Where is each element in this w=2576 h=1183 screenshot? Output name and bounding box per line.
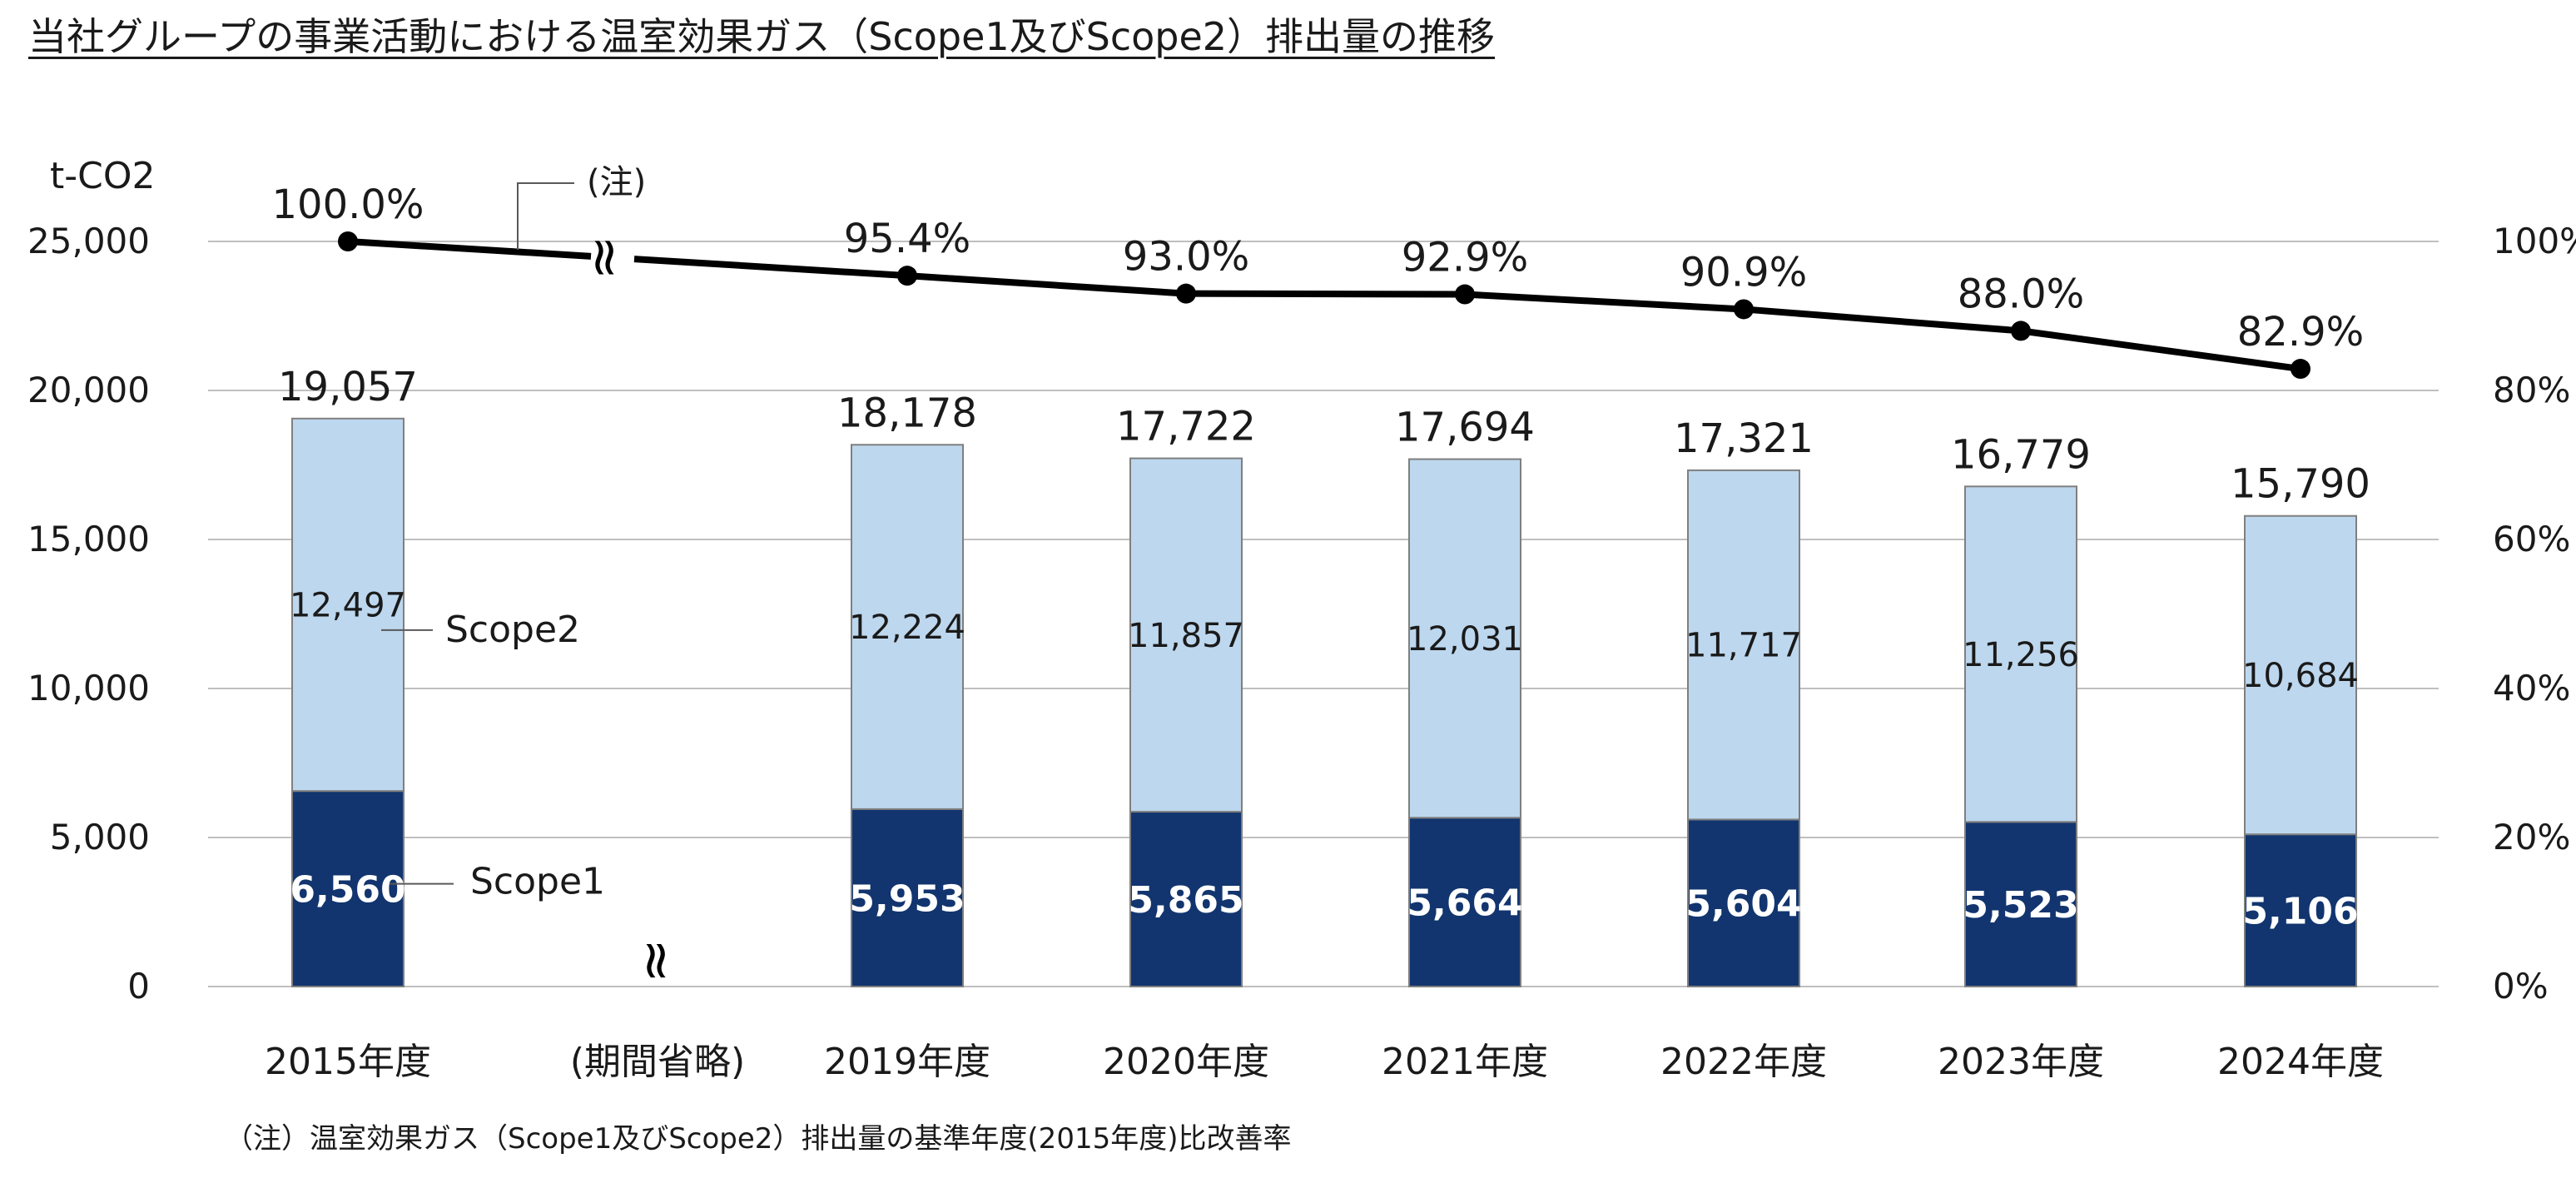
y-tick-label: 5,000: [50, 817, 150, 857]
bar-scope2: [1687, 469, 1800, 821]
bar-scope2: [851, 444, 964, 810]
bar-scope2: [1964, 485, 2077, 823]
y2-tick-label: 20%: [2493, 817, 2570, 857]
ratio-value-label: 92.9%: [1402, 235, 1528, 281]
bar-scope2: [291, 417, 405, 793]
ratio-value-label: 93.0%: [1123, 234, 1249, 281]
scope1-value-label: 5,604: [1685, 883, 1801, 926]
bar-scope1: [291, 790, 405, 987]
y-tick-label: 0: [127, 966, 150, 1007]
ratio-marker: [1734, 299, 1754, 320]
note-leader: [517, 182, 574, 250]
x-tick-label: (期間省略): [570, 1041, 745, 1083]
ratio-marker: [338, 231, 358, 251]
x-tick-label: 2023年度: [1938, 1041, 2104, 1083]
x-tick-label: 2024年度: [2217, 1041, 2384, 1083]
ratio-marker: [897, 266, 917, 286]
x-tick-label: 2019年度: [824, 1041, 990, 1083]
ratio-line-segment: [906, 272, 1187, 297]
y-tick-label: 10,000: [27, 668, 150, 708]
scope2-value-label: 11,717: [1685, 627, 1802, 665]
bar-scope1: [1687, 818, 1800, 987]
ratio-value-label: 90.9%: [1680, 249, 1807, 296]
y2-tick-label: 100%: [2493, 221, 2576, 261]
scope1-value-label: 5,953: [849, 877, 965, 920]
scope1-value-label: 5,865: [1128, 879, 1243, 922]
ratio-value-label: 88.0%: [1958, 271, 2084, 317]
ratio-value-label: 100.0%: [271, 181, 424, 228]
axis-break-symbol: ≈: [626, 938, 687, 983]
bar-scope2: [1408, 458, 1521, 819]
legend-scope1: Scope1: [470, 861, 605, 903]
scope2-value-label: 11,857: [1128, 617, 1244, 655]
scope1-value-label: 5,106: [2242, 891, 2358, 933]
ratio-line-segment: [1743, 306, 2022, 335]
x-tick-label: 2021年度: [1382, 1041, 1548, 1083]
scope1-value-label: 5,523: [1963, 884, 2078, 927]
scope2-value-label: 10,684: [2242, 657, 2359, 695]
ratio-line-segment: [2020, 327, 2301, 373]
x-tick-label: 2022年度: [1660, 1041, 1827, 1083]
ratio-value-label: 95.4%: [844, 216, 970, 262]
ratio-line-segment: [633, 256, 908, 280]
ratio-marker: [2011, 321, 2031, 341]
bar-scope1: [2244, 833, 2357, 987]
total-value-label: 15,790: [2231, 461, 2370, 508]
line-note-label: (注): [587, 163, 646, 201]
x-tick-label: 2020年度: [1103, 1041, 1269, 1083]
axis-break-symbol: ≈: [574, 236, 636, 281]
chart-title: 当社グループの事業活動における温室効果ガス（Scope1及びScope2）排出量…: [28, 14, 1496, 59]
ratio-line-segment: [347, 238, 592, 260]
total-value-label: 18,178: [837, 390, 977, 436]
scope2-value-label: 12,497: [290, 586, 406, 624]
bar-scope2: [2244, 514, 2357, 836]
total-value-label: 17,722: [1116, 404, 1256, 450]
total-value-label: 17,694: [1395, 405, 1535, 451]
scope2-value-label: 12,224: [849, 609, 965, 647]
y-tick-label: 20,000: [27, 370, 150, 410]
ratio-marker: [1176, 283, 1196, 304]
bar-scope2: [1129, 457, 1243, 813]
scope2-value-label: 11,256: [1963, 636, 2079, 674]
legend-scope2: Scope2: [445, 609, 580, 651]
bar-scope1: [1129, 811, 1243, 988]
y2-tick-label: 0%: [2493, 966, 2549, 1007]
bar-scope1: [851, 808, 964, 988]
scope1-value-label: 6,560: [290, 869, 405, 912]
scope2-value-label: 12,031: [1407, 620, 1523, 659]
total-value-label: 17,321: [1674, 415, 1814, 462]
y-tick-label: 15,000: [27, 519, 150, 559]
y2-tick-label: 60%: [2493, 519, 2570, 559]
y-axis-label: t-CO2: [50, 155, 155, 197]
ratio-marker: [1455, 284, 1475, 305]
scope1-value-label: 5,664: [1407, 882, 1522, 925]
x-tick-label: 2015年度: [265, 1041, 431, 1083]
ratio-line-segment: [1185, 290, 1466, 298]
y2-tick-label: 80%: [2493, 370, 2570, 410]
total-value-label: 16,779: [1951, 431, 2091, 478]
ratio-value-label: 82.9%: [2237, 309, 2364, 355]
footnote: （注）温室効果ガス（Scope1及びScope2）排出量の基準年度(2015年度…: [225, 1122, 1292, 1156]
ratio-marker: [2291, 359, 2310, 380]
total-value-label: 19,057: [278, 364, 418, 410]
y2-tick-label: 40%: [2493, 668, 2570, 708]
y-tick-label: 25,000: [27, 221, 150, 261]
ratio-line-segment: [1464, 291, 1745, 313]
